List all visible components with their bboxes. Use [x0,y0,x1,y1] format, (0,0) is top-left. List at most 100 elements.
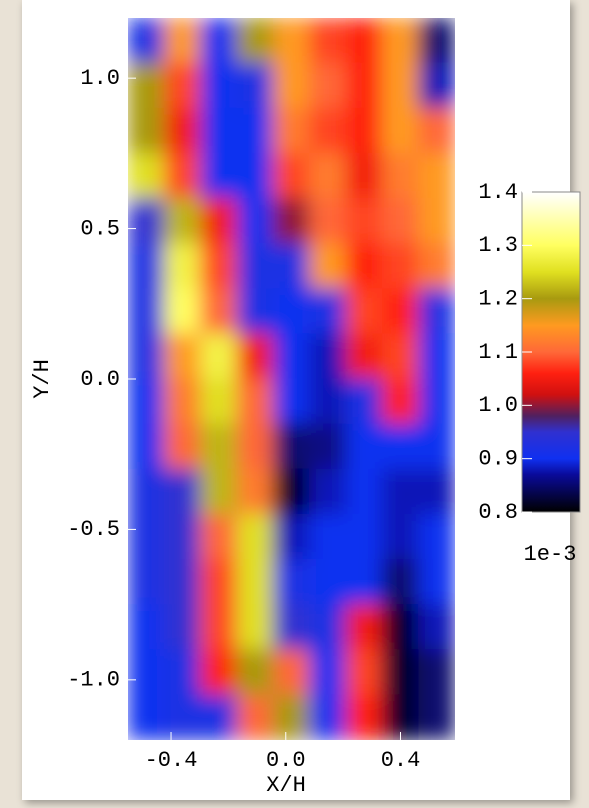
heatmap-cell [309,469,346,515]
heatmap-cell [382,604,419,650]
heatmap-cell [128,333,165,379]
heatmap-cell [200,514,237,560]
heatmap-cell [164,514,201,560]
x-axis-label: X/H [266,773,306,798]
heatmap-cell [273,514,310,560]
heatmap-cell [382,514,419,560]
colorbar-multiplier: 1e-3 [524,542,577,567]
heatmap-cell [200,649,237,695]
heatmap-cell [237,694,274,740]
heatmap-cell [237,604,274,650]
colorbar-tick-label: 1.4 [478,180,518,205]
heatmap-cell [346,649,383,695]
heatmap-cell [164,469,201,515]
heatmap-cell [200,333,237,379]
heatmap-cell [200,559,237,605]
heatmap-cell [273,649,310,695]
heatmap-cell [346,108,383,154]
heatmap-cell [382,288,419,334]
colorbar-tick-label: 1.3 [478,233,518,258]
heatmap-cell [346,604,383,650]
heatmap-cell [309,63,346,109]
heatmap-cell [237,153,274,199]
heatmap-cell [346,288,383,334]
heatmap-cell [309,514,346,560]
heatmap-cell [200,198,237,244]
heatmap-cell [382,153,419,199]
heatmap-cell [164,604,201,650]
heatmap-cell [164,649,201,695]
y-axis-label: Y/H [30,359,55,399]
heatmap-cell [273,333,310,379]
heatmap-cell [346,514,383,560]
heatmap-cell [164,379,201,425]
heatmap-cell [418,379,455,425]
heatmap-cell [418,649,455,695]
heatmap-cell [273,18,310,64]
heatmap-cell [382,559,419,605]
heatmap-cell [237,424,274,470]
heatmap-cell [418,153,455,199]
heatmap-cell [309,379,346,425]
heatmap-cell [128,288,165,334]
heatmap-cell [273,288,310,334]
heatmap-cell [309,108,346,154]
heatmap-cell [418,604,455,650]
heatmap-cell [164,333,201,379]
heatmap-cell [128,63,165,109]
heatmap-cell [128,694,165,740]
heatmap-cell [309,559,346,605]
heatmap-cell [309,198,346,244]
heatmap-cell [164,288,201,334]
heatmap-cell [382,424,419,470]
y-tick-label: -1.0 [67,668,120,693]
heatmap-cell [346,243,383,289]
heatmap-cell [200,243,237,289]
heatmap-cell [200,694,237,740]
heatmap-cell [273,694,310,740]
heatmap-cell [309,288,346,334]
heatmap-cell [273,108,310,154]
heatmap-cell [418,514,455,560]
heatmap-cell [273,379,310,425]
heatmap-cell [273,63,310,109]
heatmap-cell [382,198,419,244]
heatmap-cell [237,514,274,560]
heatmap-cell [128,469,165,515]
heatmap-cell [382,649,419,695]
cells [128,18,456,741]
heatmap-cell [200,379,237,425]
heatmap-cell [164,63,201,109]
heatmap-cell [309,18,346,64]
colorbar-tick-label: 1.1 [478,340,518,365]
heatmap-cell [200,18,237,64]
heatmap-cell [128,108,165,154]
heatmap-cell [346,379,383,425]
heatmap-cell [128,243,165,289]
heatmap-cell [346,694,383,740]
x-tick-label: 0.0 [266,748,306,773]
heatmap-cell [200,288,237,334]
heatmap-cell [346,424,383,470]
heatmap-cell [309,649,346,695]
heatmap-cell [164,153,201,199]
heatmap-cell [128,649,165,695]
y-tick-label: 1.0 [80,66,120,91]
heatmap-cell [418,63,455,109]
colorbar-tick-label: 0.8 [478,500,518,525]
heatmap-cell [309,333,346,379]
heatmap-cell [128,559,165,605]
heatmap-cell [346,559,383,605]
heatmap-cell [128,153,165,199]
heatmap-cell [164,18,201,64]
y-tick-label: 0.5 [80,216,120,241]
heatmap-cell [382,379,419,425]
colorbar-tick-label: 0.9 [478,446,518,471]
field [128,18,456,741]
heatmap-cell [128,424,165,470]
heatmap-cell [237,379,274,425]
heatmap-cell [309,424,346,470]
heatmap-cell [273,604,310,650]
heatmap-cell [237,288,274,334]
